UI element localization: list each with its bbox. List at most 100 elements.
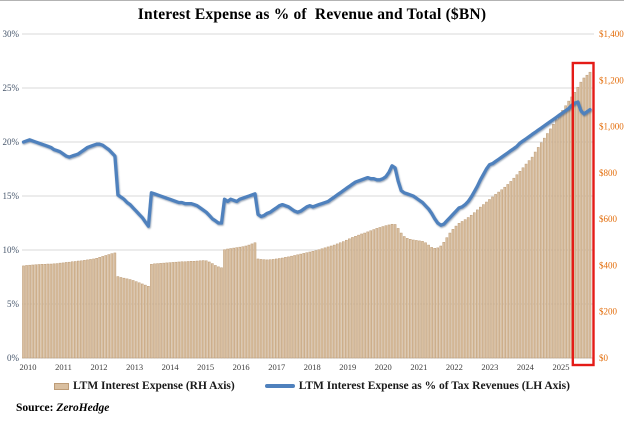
bar [473, 213, 475, 358]
bar [522, 168, 524, 358]
bar [38, 265, 40, 358]
bar [382, 227, 384, 358]
bar [415, 240, 417, 358]
bar [562, 110, 564, 358]
bar [528, 161, 530, 358]
bar [303, 253, 305, 358]
bar [272, 259, 274, 358]
bar [357, 235, 359, 358]
bar [498, 192, 500, 358]
bar [294, 255, 296, 358]
bar [534, 152, 536, 358]
bar [580, 82, 582, 358]
bar [431, 247, 433, 358]
bar [397, 228, 399, 358]
bar [220, 268, 222, 358]
bar [196, 261, 198, 358]
bar [153, 264, 155, 358]
bar [245, 246, 247, 358]
bar [485, 202, 487, 358]
bar [370, 231, 372, 358]
year-tick-label: 2022 [446, 362, 463, 372]
bar [406, 238, 408, 358]
bar [29, 265, 31, 358]
left-axis-tick-label: 30% [3, 29, 20, 39]
bar [59, 263, 61, 358]
year-tick-label: 2013 [126, 362, 143, 372]
left-axis-tick-label: 20% [3, 137, 20, 147]
right-axis-tick-label: $1,400 [599, 29, 624, 39]
legend: LTM Interest Expense (RH Axis) LTM Inter… [0, 380, 624, 392]
bar [114, 253, 116, 358]
bar [236, 248, 238, 358]
legend-label-bars: LTM Interest Expense (RH Axis) [73, 380, 235, 392]
bar [479, 207, 481, 358]
bar [65, 262, 67, 358]
line-swatch-icon [265, 384, 295, 388]
bar [217, 267, 219, 358]
bar [132, 280, 134, 358]
bar [269, 260, 271, 358]
bar [428, 245, 430, 358]
left-axis-tick-label: 10% [3, 245, 20, 255]
bar [565, 106, 567, 358]
year-tick-label: 2016 [233, 362, 250, 372]
bar [482, 205, 484, 358]
bar [318, 250, 320, 358]
year-tick-label: 2023 [481, 362, 498, 372]
bar [345, 240, 347, 358]
bar [519, 171, 521, 358]
bar [394, 224, 396, 358]
bar [93, 259, 95, 358]
bar [455, 226, 457, 358]
bar [242, 247, 244, 358]
bar [214, 265, 216, 358]
bar [424, 243, 426, 358]
bar [348, 239, 350, 358]
legend-item-bars: LTM Interest Expense (RH Axis) [54, 380, 235, 392]
bar [501, 190, 503, 358]
bar [583, 78, 585, 358]
bar [111, 254, 113, 358]
bar [330, 246, 332, 358]
bar [263, 260, 265, 358]
bar [491, 197, 493, 358]
bar [418, 241, 420, 358]
bar [193, 261, 195, 358]
bar [208, 262, 210, 358]
year-tick-label: 2024 [517, 362, 535, 372]
bar [89, 259, 91, 358]
bar [315, 251, 317, 358]
bar [266, 260, 268, 358]
bar [129, 280, 131, 358]
bar [108, 255, 110, 358]
bar [504, 187, 506, 358]
bar [181, 262, 183, 358]
bar [403, 237, 405, 359]
bar [278, 258, 280, 358]
bar-swatch-icon [54, 383, 69, 390]
bar [144, 285, 146, 358]
bar [543, 138, 545, 358]
bar [333, 245, 335, 358]
year-tick-label: 2012 [91, 362, 108, 372]
bar [62, 263, 64, 358]
source-prefix: Source: [16, 402, 56, 414]
bar [437, 248, 439, 358]
bar [342, 242, 344, 358]
bar [230, 249, 232, 358]
bar [507, 184, 509, 358]
bar [56, 264, 58, 358]
legend-label-line: LTM Interest Expense as % of Tax Revenue… [299, 380, 570, 392]
bar [41, 264, 43, 358]
bar [239, 247, 241, 358]
bar [260, 259, 262, 358]
bar [74, 261, 76, 358]
bar [86, 260, 88, 358]
bar [254, 243, 256, 358]
bar [540, 143, 542, 358]
bar [443, 242, 445, 358]
bar [546, 134, 548, 358]
bar [32, 265, 34, 358]
